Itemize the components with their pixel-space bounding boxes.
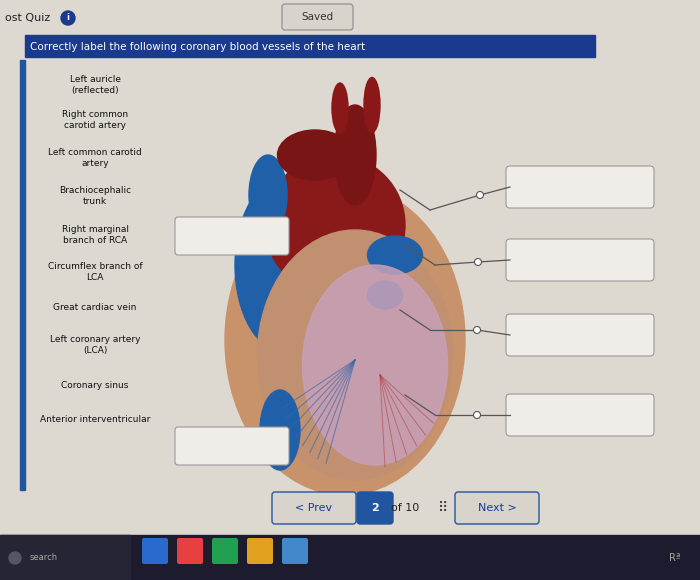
FancyBboxPatch shape [247, 538, 273, 564]
FancyBboxPatch shape [455, 492, 539, 524]
Text: of 10: of 10 [391, 503, 419, 513]
Text: Circumflex branch of
LCA: Circumflex branch of LCA [48, 262, 142, 282]
FancyBboxPatch shape [282, 4, 353, 30]
FancyBboxPatch shape [175, 217, 289, 255]
FancyBboxPatch shape [506, 314, 654, 356]
FancyBboxPatch shape [175, 427, 289, 465]
FancyBboxPatch shape [142, 538, 168, 564]
Ellipse shape [235, 177, 335, 353]
Circle shape [61, 11, 75, 25]
Circle shape [473, 327, 480, 333]
FancyBboxPatch shape [506, 239, 654, 281]
Text: Correctly label the following coronary blood vessels of the heart: Correctly label the following coronary b… [30, 42, 365, 52]
Circle shape [475, 259, 482, 266]
Ellipse shape [334, 105, 376, 205]
Ellipse shape [368, 236, 423, 274]
Text: Left auricle
(reflected): Left auricle (reflected) [69, 75, 120, 95]
Text: search: search [30, 553, 58, 563]
Ellipse shape [302, 265, 447, 465]
Text: Saved: Saved [301, 12, 333, 22]
FancyBboxPatch shape [506, 166, 654, 208]
FancyBboxPatch shape [506, 394, 654, 436]
Text: Left coronary artery
(LCA): Left coronary artery (LCA) [50, 335, 140, 355]
Text: 2: 2 [371, 503, 379, 513]
Text: Coronary sinus: Coronary sinus [62, 380, 129, 390]
Text: i: i [66, 13, 69, 23]
Text: Brachiocephalic
trunk: Brachiocephalic trunk [59, 186, 131, 206]
Text: ost Quiz: ost Quiz [5, 13, 50, 23]
Bar [20, 60, 25, 490]
Ellipse shape [260, 390, 300, 470]
Ellipse shape [265, 155, 405, 295]
FancyBboxPatch shape [177, 538, 203, 564]
Text: Right common
carotid artery: Right common carotid artery [62, 110, 128, 130]
Text: ⠿: ⠿ [438, 501, 448, 515]
Text: < Prev: < Prev [295, 503, 332, 513]
FancyBboxPatch shape [357, 492, 393, 524]
Text: Next >: Next > [477, 503, 517, 513]
Ellipse shape [364, 78, 380, 132]
Text: Right marginal
branch of RCA: Right marginal branch of RCA [62, 225, 129, 245]
Ellipse shape [368, 281, 402, 309]
FancyBboxPatch shape [272, 492, 356, 524]
Circle shape [473, 411, 480, 419]
Text: Rª: Rª [668, 553, 680, 563]
Ellipse shape [258, 230, 452, 480]
Bar [0, 535, 130, 580]
Circle shape [477, 191, 484, 198]
Text: Anterior interventricular: Anterior interventricular [40, 415, 150, 425]
Bar [0, 535, 700, 580]
FancyBboxPatch shape [282, 538, 308, 564]
Ellipse shape [225, 185, 465, 495]
FancyBboxPatch shape [212, 538, 238, 564]
Bar [25, 35, 595, 57]
Ellipse shape [277, 130, 353, 180]
Ellipse shape [237, 233, 259, 251]
Text: Left common carotid
artery: Left common carotid artery [48, 148, 142, 168]
Text: Great cardiac vein: Great cardiac vein [53, 303, 136, 313]
Ellipse shape [332, 83, 348, 133]
Ellipse shape [249, 155, 287, 235]
Circle shape [9, 552, 21, 564]
